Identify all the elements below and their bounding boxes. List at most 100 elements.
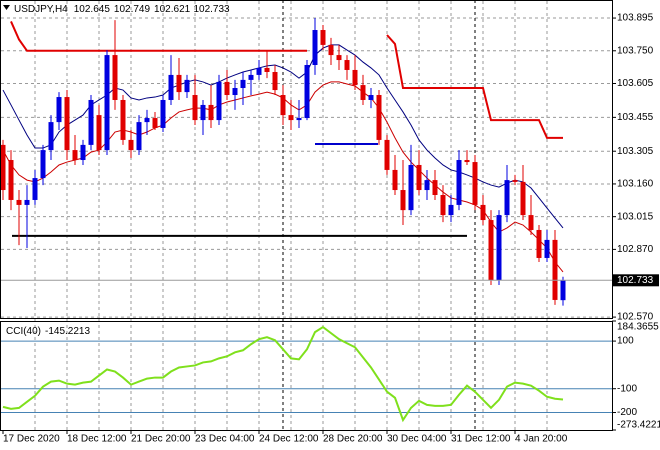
candle-body xyxy=(176,74,182,93)
candle-body xyxy=(272,71,278,91)
last-price-label: 102.733 xyxy=(617,275,654,286)
candle-body xyxy=(232,88,238,96)
candle-body xyxy=(496,215,502,281)
candle-body xyxy=(24,199,30,205)
cci-header: CCI(40) -145.2213 xyxy=(6,326,90,337)
x-tick-label: 21 Dec 20:00 xyxy=(131,434,191,445)
candle-body xyxy=(488,220,494,281)
open: 102.645 xyxy=(74,4,111,15)
candle-body xyxy=(360,85,366,100)
x-tick-label: 17 Dec 2020 xyxy=(3,434,60,445)
candle-body xyxy=(264,67,270,72)
candle-body xyxy=(8,160,14,200)
x-tick-label: 24 Dec 12:00 xyxy=(259,434,319,445)
candle-body xyxy=(520,181,526,216)
candle-body xyxy=(160,99,166,128)
candle-body xyxy=(344,60,350,70)
indicator-line xyxy=(10,21,563,139)
candle-body xyxy=(184,79,190,93)
candle-body xyxy=(256,67,262,75)
candle-body xyxy=(88,99,94,145)
menu-icon[interactable] xyxy=(3,5,10,10)
candle-body xyxy=(384,139,390,170)
candle-body xyxy=(128,139,134,151)
candle-body xyxy=(552,239,558,300)
candle-body xyxy=(64,97,70,151)
candle-body xyxy=(544,239,550,258)
candle-body xyxy=(328,44,334,56)
candle-body xyxy=(504,180,510,216)
cci-title: CCI(40) xyxy=(6,326,41,337)
candle-body xyxy=(400,190,406,211)
candle-body xyxy=(352,69,358,86)
candle-body xyxy=(528,215,534,230)
candle-body xyxy=(368,95,374,100)
candle-body xyxy=(464,160,470,163)
last-price-box xyxy=(613,274,659,287)
close: 102.733 xyxy=(193,4,230,15)
candle-body xyxy=(296,118,302,121)
candle-body xyxy=(72,150,78,161)
candle-body xyxy=(448,204,454,216)
candle-body xyxy=(216,81,222,121)
candle-body xyxy=(168,74,174,100)
y-tick-label: 100 xyxy=(617,336,634,347)
candle-body xyxy=(304,64,310,119)
y-tick-label: -273.4221 xyxy=(617,420,660,431)
y-tick-label: 103.305 xyxy=(617,146,654,157)
candle-body xyxy=(56,97,62,123)
y-tick-label: -100 xyxy=(617,383,637,394)
candle-body xyxy=(512,180,518,182)
candle-body xyxy=(192,95,198,121)
candle-body xyxy=(248,74,254,80)
candle-body xyxy=(536,229,542,258)
candle-body xyxy=(112,55,118,100)
plot xyxy=(0,18,612,423)
y-tick-label: 103.605 xyxy=(617,78,654,89)
candle-body xyxy=(456,160,462,205)
candle-body xyxy=(320,30,326,45)
candle-body xyxy=(416,164,422,191)
x-tick-label: 30 Dec 04:00 xyxy=(387,434,447,445)
candle-body xyxy=(280,95,286,116)
y-tick-label: 103.160 xyxy=(617,179,654,190)
candle-body xyxy=(288,115,294,121)
y-tick-label: 102.570 xyxy=(617,312,654,323)
x-tick-label: 18 Dec 12:00 xyxy=(67,434,127,445)
main-frame xyxy=(0,0,613,319)
candle-body xyxy=(392,169,398,191)
x-tick-label: 28 Dec 20:00 xyxy=(323,434,383,445)
candle-body xyxy=(32,178,38,200)
y-tick-label: 103.750 xyxy=(617,45,654,56)
candle-body xyxy=(152,118,158,128)
candle-body xyxy=(80,144,86,161)
candle-body xyxy=(408,164,414,211)
candle-body xyxy=(560,280,566,301)
y-tick-label: 184.3655 xyxy=(617,322,659,333)
candle-body xyxy=(376,95,382,140)
candle-body xyxy=(312,30,318,65)
cci-value: -145.2213 xyxy=(45,326,90,337)
candle-body xyxy=(48,122,54,151)
y-tick-label: 102.870 xyxy=(617,244,654,255)
candle-body xyxy=(224,81,230,96)
candle-body xyxy=(432,180,438,195)
candle-body xyxy=(40,150,46,179)
candle-body xyxy=(240,79,246,89)
x-tick-label: 23 Dec 04:00 xyxy=(195,434,255,445)
candle-body xyxy=(424,180,430,191)
y-tick-label: 103.455 xyxy=(617,112,654,123)
x-tick-label: 4 Jan 20:00 xyxy=(515,434,568,445)
y-tick-label: 103.895 xyxy=(617,13,654,24)
y-tick-label: -200 xyxy=(617,407,637,418)
y-tick-label: 103.015 xyxy=(617,211,654,222)
candle-body xyxy=(120,99,126,140)
candle-body xyxy=(200,104,206,121)
candle-body xyxy=(144,118,150,123)
candle-body xyxy=(336,55,342,61)
symbol: USDJPY,H4 xyxy=(14,4,68,15)
cci-frame xyxy=(0,321,613,431)
candle-body xyxy=(0,144,6,191)
